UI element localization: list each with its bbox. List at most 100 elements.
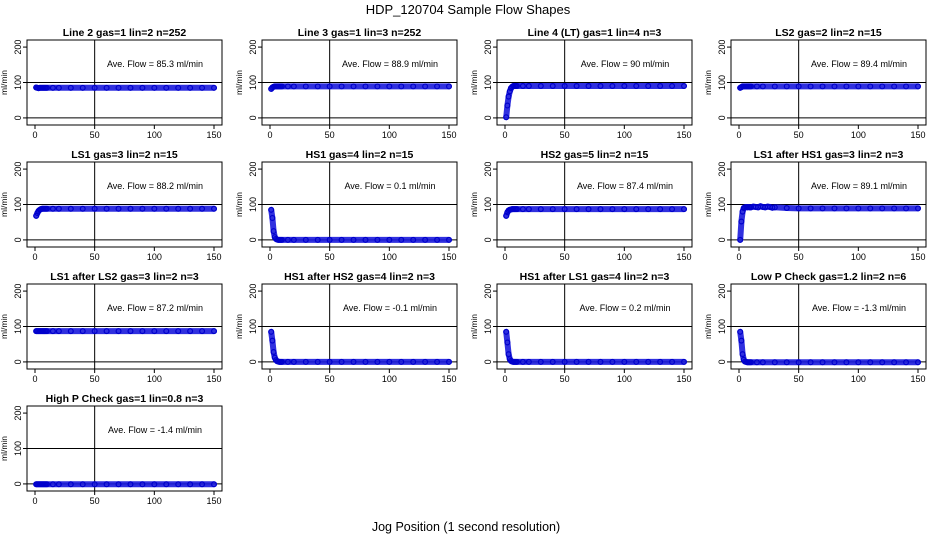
panel-10: HS1 after HS2 gas=4 lin=2 n=3 0 50 100 150 0 1… bbox=[234, 271, 458, 384]
panel-title: LS1 after LS2 gas=3 lin=2 n=3 bbox=[50, 271, 199, 283]
data-point bbox=[211, 84, 218, 91]
data-point bbox=[669, 206, 676, 213]
panel-title: HS1 after LS1 gas=4 lin=2 n=3 bbox=[520, 271, 670, 283]
data-point bbox=[175, 328, 182, 335]
data-point bbox=[831, 359, 838, 366]
data-point bbox=[771, 204, 778, 211]
average-flow-annotation: Ave. Flow = -1.3 ml/min bbox=[812, 303, 906, 313]
data-point bbox=[67, 84, 74, 91]
data-point bbox=[747, 359, 754, 366]
x-tick-label: 50 bbox=[794, 252, 804, 262]
x-tick-label: 100 bbox=[147, 130, 162, 140]
data-point bbox=[855, 83, 862, 90]
y-tick-label: 200 bbox=[483, 40, 493, 55]
data-point bbox=[549, 206, 556, 213]
data-point bbox=[278, 236, 285, 243]
data-point bbox=[879, 205, 886, 212]
y-tick-label: 100 bbox=[483, 319, 493, 334]
data-point bbox=[79, 205, 86, 212]
data-point bbox=[270, 349, 277, 356]
data-point bbox=[738, 337, 745, 344]
data-point bbox=[680, 83, 687, 90]
x-tick-label: 50 bbox=[325, 130, 335, 140]
data-point bbox=[398, 83, 405, 90]
data-point bbox=[879, 83, 886, 90]
average-flow-annotation: Ave. Flow = 0.2 ml/min bbox=[579, 303, 670, 313]
data-point bbox=[79, 84, 86, 91]
flow-series-band bbox=[737, 203, 921, 243]
x-tick-label: 0 bbox=[502, 374, 507, 384]
panel-title: HS2 gas=5 lin=2 n=15 bbox=[541, 149, 649, 161]
data-point bbox=[43, 205, 50, 212]
data-point bbox=[55, 205, 62, 212]
data-point bbox=[290, 83, 297, 90]
data-point bbox=[891, 359, 898, 366]
data-point bbox=[33, 212, 40, 219]
data-point bbox=[43, 481, 50, 488]
x-tick-label: 150 bbox=[206, 130, 221, 140]
y-tick-label: 100 bbox=[248, 319, 258, 334]
data-point bbox=[398, 236, 405, 243]
data-point bbox=[187, 84, 194, 91]
y-tick-label: 0 bbox=[717, 359, 727, 364]
data-point bbox=[573, 83, 580, 90]
panel-title: HS1 after HS2 gas=4 lin=2 n=3 bbox=[284, 271, 435, 283]
data-point bbox=[362, 236, 369, 243]
data-point bbox=[278, 358, 285, 365]
data-point bbox=[537, 358, 544, 365]
x-tick-label: 150 bbox=[910, 374, 925, 384]
data-point bbox=[867, 205, 874, 212]
data-point bbox=[504, 339, 511, 346]
y-tick-label: 200 bbox=[717, 40, 727, 55]
data-point bbox=[783, 83, 790, 90]
y-tick-label: 200 bbox=[13, 406, 23, 421]
data-point bbox=[314, 83, 321, 90]
x-tick-label: 100 bbox=[382, 252, 397, 262]
panel-12: Low P Check gas=1.2 lin=2 n=6 0 50 100 150 0 1… bbox=[703, 271, 927, 384]
y-tick-label: 200 bbox=[483, 284, 493, 299]
data-point bbox=[795, 83, 802, 90]
data-point bbox=[199, 84, 206, 91]
data-point bbox=[115, 328, 122, 335]
x-tick-label: 100 bbox=[851, 252, 866, 262]
data-point bbox=[270, 228, 277, 235]
y-axis-label: ml/min bbox=[469, 70, 479, 95]
x-tick-label: 0 bbox=[267, 130, 272, 140]
data-point bbox=[103, 205, 110, 212]
data-point bbox=[503, 212, 510, 219]
data-point bbox=[609, 83, 616, 90]
y-tick-label: 0 bbox=[717, 115, 727, 120]
flow-series-band bbox=[737, 328, 921, 366]
data-point bbox=[597, 206, 604, 213]
data-point bbox=[199, 328, 206, 335]
data-point bbox=[55, 481, 62, 488]
data-point bbox=[573, 358, 580, 365]
data-point bbox=[302, 358, 309, 365]
data-point bbox=[771, 359, 778, 366]
data-point bbox=[585, 358, 592, 365]
data-point bbox=[891, 205, 898, 212]
data-point bbox=[831, 83, 838, 90]
data-point bbox=[855, 205, 862, 212]
x-tick-label: 100 bbox=[382, 130, 397, 140]
data-point bbox=[867, 359, 874, 366]
x-tick-label: 50 bbox=[90, 496, 100, 506]
data-point bbox=[284, 83, 291, 90]
data-point bbox=[446, 236, 453, 243]
data-point bbox=[795, 359, 802, 366]
data-point bbox=[867, 83, 874, 90]
data-point bbox=[843, 359, 850, 366]
data-point bbox=[519, 83, 526, 90]
data-point bbox=[127, 328, 134, 335]
data-point bbox=[278, 83, 285, 90]
data-point bbox=[783, 359, 790, 366]
data-point bbox=[621, 358, 628, 365]
data-point bbox=[669, 358, 676, 365]
panel-9: LS1 after LS2 gas=3 lin=2 n=3 0 50 100 150 0 1… bbox=[0, 271, 223, 384]
y-tick-label: 100 bbox=[717, 75, 727, 90]
data-point bbox=[657, 83, 664, 90]
y-axis-label: ml/min bbox=[234, 314, 244, 339]
panel-title: LS1 gas=3 lin=2 n=15 bbox=[71, 149, 178, 161]
data-point bbox=[139, 481, 146, 488]
data-point bbox=[561, 83, 568, 90]
